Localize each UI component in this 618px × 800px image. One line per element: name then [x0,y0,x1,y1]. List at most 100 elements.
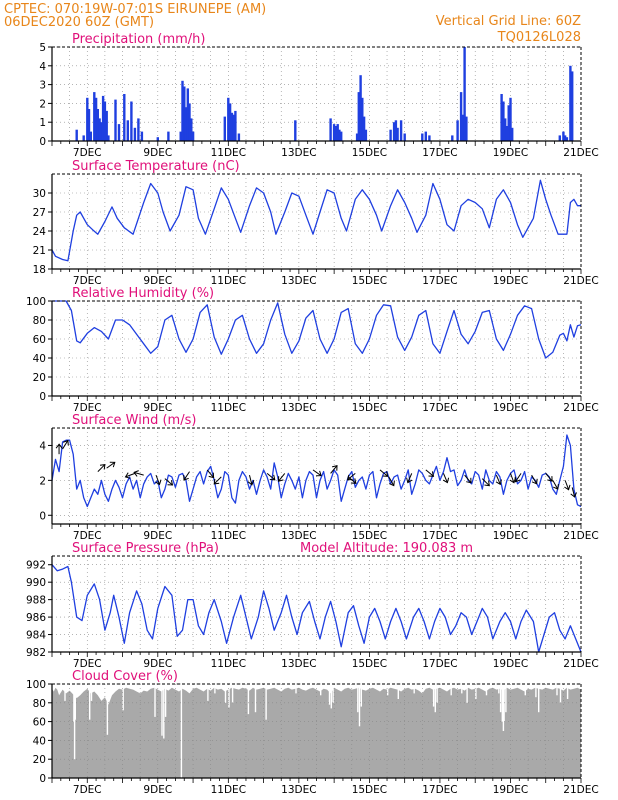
precip-bar [105,110,108,141]
wind-arrow-head [428,471,435,477]
temp-series-line [51,179,581,262]
precip-bar [101,95,105,141]
panel-title: Surface Pressure (hPa) [72,541,219,556]
date-label: 21DEC [563,530,598,542]
y-tick-label: 984 [26,630,46,642]
date-label: 9DEC [143,784,172,796]
date-label: 15DEC [352,147,387,159]
wind-arrow [515,473,522,482]
precip-bar [500,94,503,141]
precip-bar [571,71,574,141]
wind-arrow [552,480,559,490]
y-tick-label: 60 [33,717,46,729]
wind-arrow [571,487,576,498]
wind-arrow [379,469,388,477]
cloud-gap [535,684,537,698]
cloud-gap [360,684,362,707]
date-label: 7DEC [73,784,102,796]
precip-bar [130,101,133,141]
cloud-gap [461,684,463,694]
panel-humidity: Relative Humidity (%) 0 20 40 60 80 100 7DEC 9DE… [26,286,599,414]
precip-bar [421,133,424,141]
date-label: 11DEC [211,658,246,670]
wind-arrow-head [63,439,69,446]
wind-arrow-head [564,484,571,491]
date-label: 9DEC [143,275,172,287]
date-label: 11DEC [211,530,246,542]
cloud-gap [328,684,331,705]
y-tick-label: 100 [26,679,46,691]
wind-arrow-head [109,461,116,468]
precip-bar [114,99,117,141]
cloud-gap [413,684,415,694]
precip-bar [191,131,195,141]
precip-bar [156,137,159,141]
cloud-gap [499,684,502,713]
date-label: 17DEC [422,402,457,414]
cloud-gap [154,684,156,717]
y-tick-label: 60 [33,334,46,346]
precip-bar [100,122,103,141]
pres-series-line [51,564,582,653]
wind-arrow [106,461,116,469]
wind-arrow-head [213,478,220,485]
precip-bar [403,133,406,141]
wind-arrow [495,474,501,485]
precip-bar [392,122,396,141]
precip-bar [563,135,567,141]
cloud-gap [90,684,93,701]
precip-bar [357,92,360,141]
wind-arrow [155,474,161,485]
precip-bar [338,129,341,141]
wind-arrow [545,473,553,482]
wind-arrow [125,472,136,478]
y-tick-label: 0 [39,136,46,148]
cloud-gap [73,684,75,722]
precip-bar [86,97,89,141]
y-tick-label: 990 [26,577,46,589]
y-tick-label: 2 [39,475,46,487]
date-label: 15DEC [352,658,387,670]
wind-arrow-head [442,477,450,484]
cloud-gap [357,684,359,713]
y-tick-label: 20 [33,372,46,384]
wind-arrow-head [55,443,63,449]
precip-bar [336,124,339,141]
wind-arrow-head [124,472,131,479]
date-label: 19DEC [493,275,528,287]
cloud-gap [498,684,500,694]
wind-arrow [249,475,253,485]
wind-arrow-head [133,470,139,477]
y-tick-label: 1 [39,117,46,129]
date-label: 21DEC [563,275,598,287]
precip-bar [463,47,466,141]
wind-arrow [183,471,190,481]
precip-bar [188,103,191,141]
precip-bar [399,120,403,141]
cloud-gap [224,684,227,703]
date-label: 21DEC [563,784,598,796]
wind-arrow-head [570,492,577,498]
date-label: 13DEC [281,784,316,796]
y-tick-label: 100 [26,296,46,308]
precip-bar [94,97,98,141]
date-label: 19DEC [493,530,528,542]
date-label: 21DEC [563,658,598,670]
wind-arrow [531,474,538,485]
cloud-gap [330,684,332,709]
date-label: 11DEC [211,147,246,159]
date-label: 9DEC [143,402,172,414]
cloud-gap [64,684,66,701]
cloud-gap [214,684,216,694]
precip-bar [511,127,514,141]
precip-bar [396,127,399,141]
cloud-gap [485,684,488,696]
precip-bar [87,109,91,141]
precip-bar [355,133,359,141]
precip-bar [509,97,512,141]
panel-subtitle: Model Altitude: 190.083 m [300,541,473,556]
wind-arrow-head [406,477,413,484]
wind-series-line [51,434,582,508]
precip-bar [504,118,507,141]
